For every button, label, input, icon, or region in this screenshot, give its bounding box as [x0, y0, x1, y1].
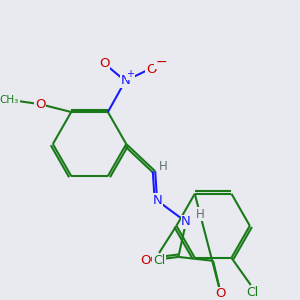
Text: −: −: [155, 54, 167, 68]
Text: CH₃: CH₃: [0, 95, 19, 105]
Text: O: O: [146, 63, 157, 76]
Text: H: H: [196, 208, 205, 220]
Text: O: O: [99, 57, 109, 70]
Text: H: H: [158, 160, 167, 173]
Text: N: N: [152, 194, 162, 207]
Text: O: O: [216, 287, 226, 300]
Text: Cl: Cl: [247, 286, 259, 299]
Text: Cl: Cl: [153, 254, 165, 267]
Text: +: +: [126, 69, 134, 79]
Text: N: N: [120, 74, 130, 87]
Text: N: N: [181, 215, 191, 228]
Text: O: O: [35, 98, 46, 111]
Text: O: O: [140, 254, 151, 267]
